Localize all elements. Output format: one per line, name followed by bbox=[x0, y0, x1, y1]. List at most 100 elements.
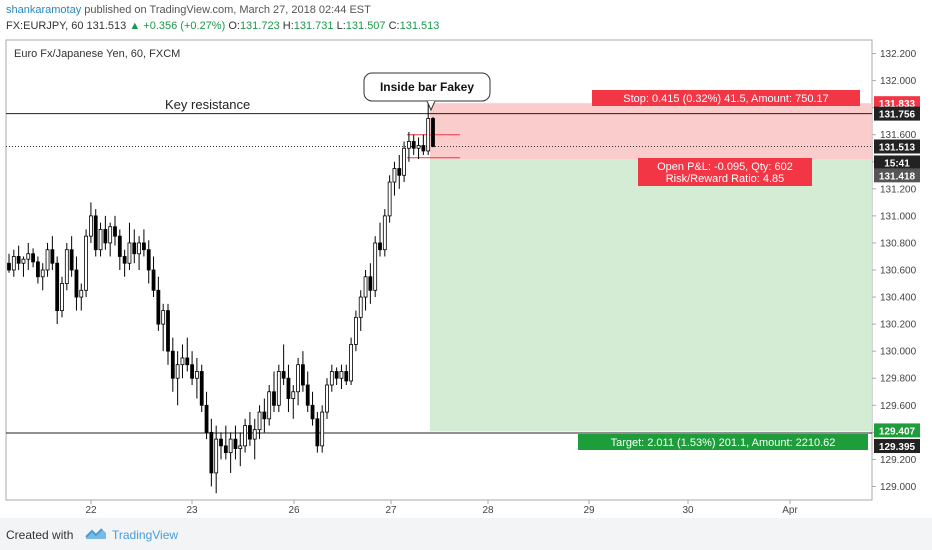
candle-body bbox=[180, 357, 185, 366]
open-label: O: bbox=[228, 20, 240, 32]
low-value: 131.507 bbox=[345, 20, 386, 32]
candle-body bbox=[93, 215, 98, 251]
price-badge-text: 131.833 bbox=[879, 99, 916, 110]
candle-body bbox=[392, 168, 397, 183]
candle-body bbox=[142, 242, 146, 251]
price-change: +0.356 (+0.27%) bbox=[143, 20, 226, 32]
price-badge bbox=[874, 106, 920, 121]
pnl-line2: Risk/Reward Ratio: 4.85 bbox=[666, 173, 785, 185]
symbol-line: FX:EURJPY, 60 131.513 ▲ +0.356 (+0.27%) … bbox=[6, 20, 439, 32]
y-tick-label: 129.000 bbox=[880, 482, 917, 493]
candle-body bbox=[252, 429, 257, 440]
candle-body bbox=[301, 364, 305, 386]
candle-body bbox=[11, 256, 16, 271]
target-label-text: Target: 2.011 (1.53%) 201.1, Amount: 221… bbox=[611, 437, 836, 449]
x-tick-label: 27 bbox=[385, 505, 397, 516]
y-tick-label: 131.200 bbox=[880, 184, 917, 195]
candle-body bbox=[127, 242, 132, 264]
y-tick-label: 130.400 bbox=[880, 293, 917, 304]
x-tick-label: 30 bbox=[682, 505, 694, 516]
price-chart[interactable]: 132.200132.000131.800131.600131.400131.2… bbox=[0, 0, 932, 518]
x-tick-label: 29 bbox=[583, 505, 595, 516]
candle-body bbox=[426, 118, 431, 152]
x-tick-label: Apr bbox=[782, 505, 798, 516]
level-lines bbox=[6, 113, 872, 434]
candle-body bbox=[402, 147, 406, 176]
candle-body bbox=[329, 371, 334, 386]
candle-body bbox=[79, 289, 84, 298]
candle-body bbox=[243, 425, 247, 447]
candle-body bbox=[117, 235, 122, 257]
x-tick-label: 28 bbox=[482, 505, 494, 516]
close-label: C: bbox=[388, 20, 400, 32]
axis-ticks: 132.200132.000131.800131.600131.400131.2… bbox=[85, 49, 916, 516]
candle-body bbox=[349, 344, 353, 382]
target-label-box bbox=[578, 434, 868, 450]
candle-body bbox=[156, 289, 161, 325]
candle-body bbox=[161, 310, 166, 325]
stop-label-box bbox=[592, 90, 860, 106]
candle-body bbox=[344, 371, 349, 382]
price-badge-text: 131.756 bbox=[879, 110, 916, 121]
candle-body bbox=[358, 296, 363, 318]
candle-body bbox=[74, 269, 79, 298]
symbol-label: FX:EURJPY, 60 bbox=[6, 20, 84, 32]
candle-body bbox=[89, 215, 93, 237]
low-label: L: bbox=[336, 20, 346, 32]
candle-body bbox=[416, 145, 421, 149]
candle-body bbox=[214, 438, 219, 474]
candle-body bbox=[40, 269, 45, 278]
last-price: 131.513 bbox=[86, 20, 127, 32]
candle-body bbox=[315, 418, 320, 447]
candle-body bbox=[55, 262, 60, 311]
candle-body bbox=[421, 145, 426, 152]
close-value: 131.513 bbox=[399, 20, 440, 32]
callout-pointer bbox=[426, 100, 436, 112]
candle-body bbox=[310, 404, 315, 420]
pnl-label-box bbox=[638, 158, 812, 186]
candle-body bbox=[411, 141, 416, 149]
candle-body bbox=[368, 276, 373, 291]
created-with-label: Created with bbox=[6, 528, 74, 542]
candle-body bbox=[170, 350, 175, 379]
candle-body bbox=[397, 168, 402, 176]
y-tick-label: 129.800 bbox=[880, 374, 917, 385]
y-tick-label: 130.800 bbox=[880, 238, 917, 249]
target-zone bbox=[430, 159, 872, 432]
candle-body bbox=[378, 242, 382, 251]
candle-body bbox=[431, 118, 435, 147]
candle-body bbox=[223, 445, 228, 454]
candle-body bbox=[257, 411, 262, 431]
y-tick-label: 131.600 bbox=[880, 130, 917, 141]
candle-body bbox=[248, 425, 252, 440]
candle-body bbox=[233, 438, 238, 449]
callout-text: Inside bar Fakey bbox=[380, 80, 474, 94]
price-badge bbox=[874, 423, 920, 438]
tradingview-brand[interactable]: TradingView bbox=[112, 528, 179, 542]
price-badge bbox=[874, 168, 920, 183]
candle-body bbox=[151, 269, 156, 291]
high-label: H: bbox=[282, 20, 294, 32]
candle-body bbox=[407, 141, 411, 149]
candle-body bbox=[387, 181, 392, 217]
candle-body bbox=[286, 377, 291, 399]
candle-body bbox=[31, 253, 35, 263]
candle-body bbox=[132, 242, 137, 255]
author-link[interactable]: shankaramotay bbox=[6, 4, 82, 16]
stop-zone bbox=[430, 103, 872, 160]
y-tick-label: 129.200 bbox=[880, 455, 917, 466]
annotation-labels: Key resistance Inside bar Fakey Stop: 0.41… bbox=[165, 72, 920, 454]
x-tick-label: 23 bbox=[186, 505, 198, 516]
candle-body bbox=[185, 357, 190, 366]
candle-body bbox=[296, 364, 300, 393]
up-arrow-icon: ▲ bbox=[129, 20, 141, 32]
candle-body bbox=[209, 431, 214, 474]
candle-body bbox=[84, 235, 88, 291]
candle-body bbox=[272, 391, 276, 406]
candle-body bbox=[108, 226, 113, 244]
candle-body bbox=[103, 229, 108, 244]
candle-body bbox=[281, 371, 286, 379]
publish-info: published on TradingView.com, March 27, … bbox=[84, 4, 371, 16]
candle-body bbox=[354, 316, 358, 345]
price-badge bbox=[874, 439, 920, 454]
